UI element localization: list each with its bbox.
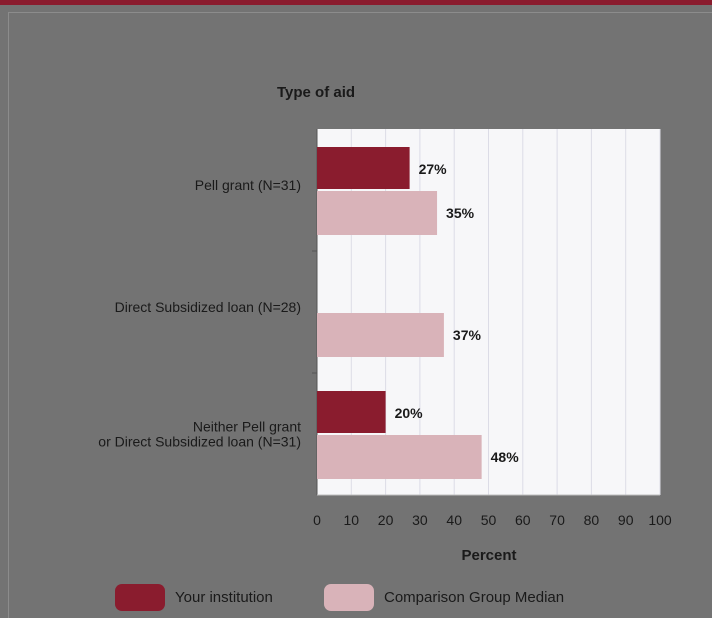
legend: Your institution Comparison Group Median xyxy=(115,584,564,611)
x-tick-label: 50 xyxy=(481,512,497,528)
data-label: 37% xyxy=(453,327,482,343)
category-label: Pell grant (N=31) xyxy=(195,177,301,193)
x-tick-label: 20 xyxy=(378,512,394,528)
chart-title: Type of aid xyxy=(277,84,355,101)
bar xyxy=(317,435,482,479)
x-tick-label: 90 xyxy=(618,512,634,528)
x-tick-label: 40 xyxy=(446,512,462,528)
legend-swatch xyxy=(115,584,165,611)
bar xyxy=(317,191,438,235)
x-tick-label: 100 xyxy=(648,512,672,528)
x-tick-label: 30 xyxy=(412,512,428,528)
x-tick-label: 80 xyxy=(584,512,600,528)
category-label: Neither Pell grant xyxy=(193,419,301,435)
legend-label: Comparison Group Median xyxy=(384,589,564,606)
x-tick-label: 60 xyxy=(515,512,531,528)
header-accent-bar xyxy=(0,0,712,5)
legend-swatch xyxy=(324,584,374,611)
legend-label: Your institution xyxy=(175,589,273,606)
x-tick-label: 70 xyxy=(549,512,565,528)
plot-area: 27% 20% 35% 37% 48% Pell grant (N=31) Direct S… xyxy=(98,129,672,528)
data-label: 20% xyxy=(395,405,424,421)
data-label: 27% xyxy=(419,161,448,177)
category-label: or Direct Subsidized loan (N=31) xyxy=(98,434,301,450)
chart-panel xyxy=(8,12,712,618)
x-axis-label: Percent xyxy=(461,547,516,564)
bar xyxy=(317,391,386,433)
data-label: 35% xyxy=(446,205,475,221)
x-tick-label: 0 xyxy=(313,512,321,528)
category-label: Direct Subsidized loan (N=28) xyxy=(115,299,301,315)
data-label: 48% xyxy=(491,449,520,465)
x-tick-label: 10 xyxy=(344,512,360,528)
bar xyxy=(317,313,444,357)
bar xyxy=(317,147,410,189)
